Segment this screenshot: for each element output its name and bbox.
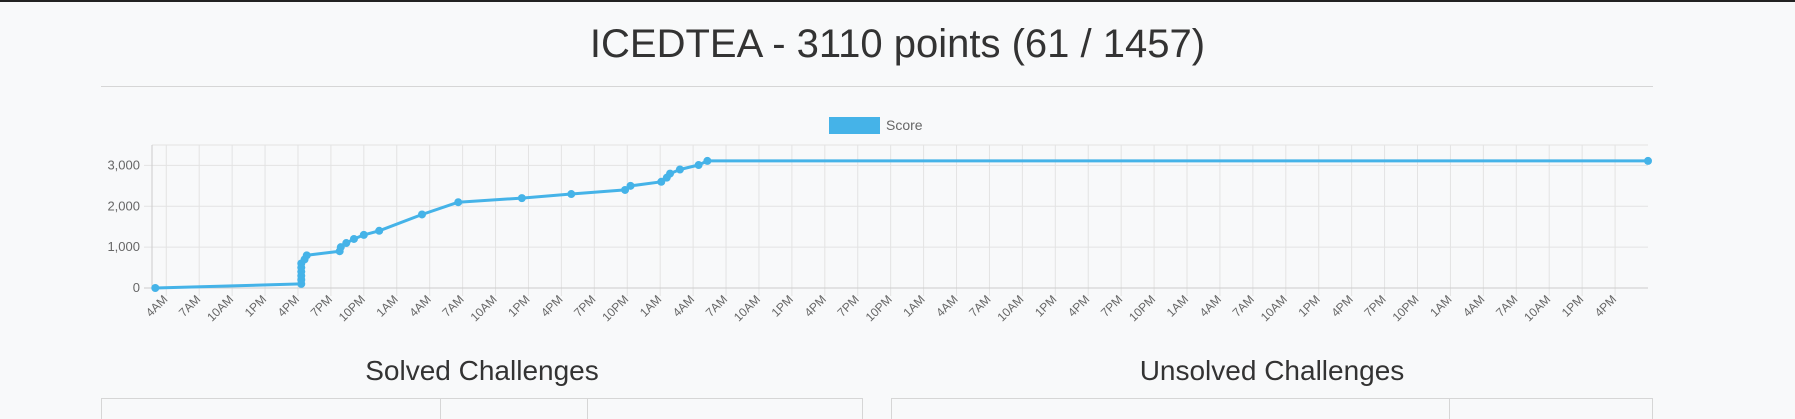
data-point xyxy=(336,243,345,252)
x-tick-label: 1PM xyxy=(769,292,796,319)
series-line-score xyxy=(155,159,1648,290)
solved-challenges-heading: Solved Challenges xyxy=(365,355,599,386)
x-tick-label: 4AM xyxy=(1197,292,1224,319)
unsolved-challenges-table xyxy=(891,398,1653,419)
y-tick-label: 3,000 xyxy=(107,157,140,172)
x-tick-label: 10AM xyxy=(468,292,500,324)
data-point xyxy=(621,185,630,194)
x-tick-label: 7PM xyxy=(1098,292,1125,319)
legend-swatch xyxy=(829,117,880,134)
x-tick-label: 1AM xyxy=(900,292,927,319)
x-tick-label: 1PM xyxy=(1295,292,1322,319)
x-tick-label: 10AM xyxy=(1258,292,1290,324)
x-tick-label: 4AM xyxy=(406,292,433,319)
data-point xyxy=(517,194,526,203)
x-tick-label: 4AM xyxy=(933,292,960,319)
x-tick-label: 1AM xyxy=(374,292,401,319)
x-tick-label: 4AM xyxy=(1460,292,1487,319)
x-tick-label: 7AM xyxy=(176,292,203,319)
x-tick-label: 4PM xyxy=(1328,292,1355,319)
data-point xyxy=(151,284,160,292)
x-tick-label: 1PM xyxy=(1559,292,1586,319)
x-tick-label: 7PM xyxy=(835,292,862,319)
chart-series xyxy=(151,156,1652,292)
x-tick-label: 10AM xyxy=(994,292,1026,324)
x-tick-label: 1AM xyxy=(1164,292,1191,319)
data-point xyxy=(657,177,666,186)
x-tick-label: 10AM xyxy=(1521,292,1553,324)
x-tick-label: 1PM xyxy=(505,292,532,319)
data-point xyxy=(703,156,712,165)
table-column-divider xyxy=(440,399,441,419)
data-point xyxy=(454,198,463,207)
x-tick-label: 7AM xyxy=(1493,292,1520,319)
y-tick-label: 2,000 xyxy=(107,198,140,213)
x-tick-label: 10PM xyxy=(336,292,368,324)
data-point xyxy=(302,251,311,260)
data-point xyxy=(418,210,427,219)
page-title: ICEDTEA - 3110 points (61 / 1457) xyxy=(589,22,1206,66)
x-tick-label: 7AM xyxy=(966,292,993,319)
title-divider xyxy=(101,86,1653,87)
top-border xyxy=(0,0,1795,2)
data-point xyxy=(626,181,635,190)
table-column-divider xyxy=(1449,399,1450,419)
y-tick-label: 1,000 xyxy=(107,239,140,254)
data-point xyxy=(567,190,576,199)
x-tick-label: 4PM xyxy=(275,292,302,319)
x-tick-label: 1AM xyxy=(637,292,664,319)
data-point xyxy=(359,230,368,239)
x-tick-label: 1AM xyxy=(1427,292,1454,319)
data-point xyxy=(342,239,351,248)
legend-label: Score xyxy=(886,117,923,133)
x-tick-label: 1PM xyxy=(1032,292,1059,319)
x-tick-label: 10AM xyxy=(731,292,763,324)
x-tick-label: 7PM xyxy=(1361,292,1388,319)
data-point xyxy=(375,226,384,235)
x-tick-label: 7AM xyxy=(439,292,466,319)
x-tick-label: 7AM xyxy=(1230,292,1257,319)
data-point xyxy=(666,169,675,178)
data-point xyxy=(1644,156,1652,165)
table-column-divider xyxy=(587,399,588,419)
data-point xyxy=(694,161,703,170)
chart-legend: Score xyxy=(829,117,923,134)
x-tick-label: 4AM xyxy=(670,292,697,319)
data-point xyxy=(675,165,684,174)
x-tick-label: 4AM xyxy=(143,292,170,319)
x-tick-label: 1PM xyxy=(242,292,269,319)
y-tick-label: 0 xyxy=(133,280,140,295)
x-tick-label: 10PM xyxy=(1390,292,1422,324)
x-tick-label: 7PM xyxy=(308,292,335,319)
data-point xyxy=(349,234,358,243)
x-tick-label: 7PM xyxy=(571,292,598,319)
solved-challenges-table xyxy=(101,398,863,419)
chart-grid xyxy=(144,144,1648,296)
x-tick-label: 10PM xyxy=(599,292,631,324)
x-tick-label: 10AM xyxy=(204,292,236,324)
x-tick-label: 4PM xyxy=(538,292,565,319)
x-tick-label: 4PM xyxy=(802,292,829,319)
x-tick-label: 10PM xyxy=(863,292,895,324)
x-tick-label: 10PM xyxy=(1126,292,1158,324)
x-tick-label: 7AM xyxy=(703,292,730,319)
x-tick-label: 4PM xyxy=(1065,292,1092,319)
unsolved-challenges-heading: Unsolved Challenges xyxy=(1139,355,1405,386)
x-tick-label: 4PM xyxy=(1592,292,1619,319)
